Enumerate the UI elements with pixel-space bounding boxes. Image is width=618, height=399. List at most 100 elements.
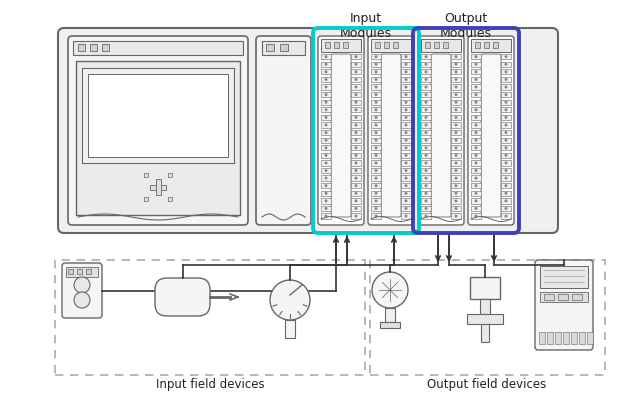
Circle shape bbox=[475, 192, 478, 195]
Circle shape bbox=[425, 131, 428, 134]
Circle shape bbox=[355, 85, 357, 89]
Bar bbox=[471, 54, 481, 59]
Bar bbox=[451, 191, 461, 196]
Bar bbox=[351, 61, 361, 67]
Circle shape bbox=[355, 154, 357, 157]
Bar bbox=[451, 115, 461, 120]
Bar bbox=[371, 191, 381, 196]
Circle shape bbox=[375, 146, 378, 149]
Circle shape bbox=[355, 184, 357, 187]
Bar bbox=[371, 39, 411, 52]
Circle shape bbox=[475, 169, 478, 172]
Bar bbox=[401, 54, 411, 59]
Bar bbox=[501, 168, 511, 173]
Bar bbox=[351, 54, 361, 59]
Bar bbox=[321, 69, 331, 75]
Circle shape bbox=[355, 101, 357, 104]
Circle shape bbox=[454, 192, 457, 195]
Bar bbox=[471, 198, 481, 203]
Circle shape bbox=[454, 169, 457, 172]
Bar bbox=[401, 107, 411, 113]
Circle shape bbox=[324, 200, 328, 202]
Circle shape bbox=[324, 93, 328, 96]
Bar bbox=[401, 92, 411, 97]
Bar bbox=[563, 332, 569, 344]
Text: Input field devices: Input field devices bbox=[156, 378, 265, 391]
Bar bbox=[401, 122, 411, 128]
Circle shape bbox=[372, 272, 408, 308]
Bar bbox=[321, 213, 331, 219]
Circle shape bbox=[425, 63, 428, 66]
Bar bbox=[351, 160, 361, 166]
Circle shape bbox=[375, 192, 378, 195]
Bar bbox=[421, 145, 431, 150]
Bar bbox=[78, 44, 85, 51]
Bar bbox=[90, 44, 97, 51]
Circle shape bbox=[324, 78, 328, 81]
Bar bbox=[501, 69, 511, 75]
Bar bbox=[501, 198, 511, 203]
Circle shape bbox=[375, 70, 378, 73]
Bar bbox=[351, 198, 361, 203]
Bar bbox=[451, 183, 461, 188]
Bar bbox=[501, 213, 511, 219]
Bar bbox=[321, 176, 331, 181]
Bar bbox=[351, 183, 361, 188]
Bar bbox=[547, 332, 553, 344]
Circle shape bbox=[425, 215, 428, 217]
Bar bbox=[321, 122, 331, 128]
Bar bbox=[371, 92, 381, 97]
Bar bbox=[421, 191, 431, 196]
Bar bbox=[421, 54, 431, 59]
Circle shape bbox=[504, 55, 507, 58]
Circle shape bbox=[475, 146, 478, 149]
Bar bbox=[501, 160, 511, 166]
Bar bbox=[321, 39, 361, 52]
Text: Input
Modules: Input Modules bbox=[340, 12, 392, 40]
Circle shape bbox=[454, 108, 457, 111]
Circle shape bbox=[405, 101, 407, 104]
Bar bbox=[351, 99, 361, 105]
Bar bbox=[572, 294, 582, 300]
Circle shape bbox=[504, 70, 507, 73]
Circle shape bbox=[375, 131, 378, 134]
Bar bbox=[501, 115, 511, 120]
Bar bbox=[401, 198, 411, 203]
Bar bbox=[321, 160, 331, 166]
Circle shape bbox=[405, 123, 407, 126]
Bar bbox=[471, 99, 481, 105]
Circle shape bbox=[425, 123, 428, 126]
Bar bbox=[421, 77, 431, 82]
Bar bbox=[451, 99, 461, 105]
Bar bbox=[401, 213, 411, 219]
FancyBboxPatch shape bbox=[481, 54, 501, 217]
FancyBboxPatch shape bbox=[431, 54, 451, 217]
Circle shape bbox=[375, 139, 378, 142]
Circle shape bbox=[425, 184, 428, 187]
Circle shape bbox=[504, 116, 507, 119]
Bar bbox=[421, 115, 431, 120]
Circle shape bbox=[425, 169, 428, 172]
Bar bbox=[321, 107, 331, 113]
Bar bbox=[471, 191, 481, 196]
Circle shape bbox=[375, 116, 378, 119]
Circle shape bbox=[475, 70, 478, 73]
Circle shape bbox=[475, 200, 478, 202]
Circle shape bbox=[504, 177, 507, 180]
Circle shape bbox=[454, 55, 457, 58]
Circle shape bbox=[324, 162, 328, 164]
Circle shape bbox=[475, 154, 478, 157]
Bar bbox=[471, 107, 481, 113]
Circle shape bbox=[454, 207, 457, 210]
Circle shape bbox=[375, 63, 378, 66]
Circle shape bbox=[324, 123, 328, 126]
Bar bbox=[102, 44, 109, 51]
Circle shape bbox=[405, 154, 407, 157]
Bar bbox=[421, 84, 431, 90]
Bar bbox=[471, 61, 481, 67]
Bar bbox=[467, 314, 503, 324]
Circle shape bbox=[454, 63, 457, 66]
FancyBboxPatch shape bbox=[155, 278, 210, 316]
Circle shape bbox=[355, 139, 357, 142]
Circle shape bbox=[405, 78, 407, 81]
